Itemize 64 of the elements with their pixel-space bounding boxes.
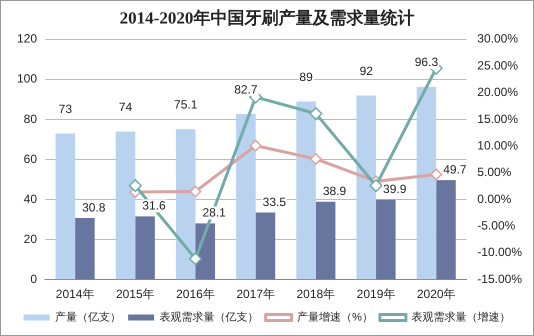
x-tick-label: 2019年 xyxy=(356,287,396,302)
y2-tick-label: 30.00% xyxy=(477,32,518,46)
point xyxy=(369,179,383,192)
data-label: 30.8 xyxy=(82,200,106,214)
data-label: 74 xyxy=(118,100,133,114)
point xyxy=(190,186,202,198)
x-tick-label: 2018年 xyxy=(296,287,336,302)
y-tick-label: 0 xyxy=(30,272,38,286)
data-label: 49.7 xyxy=(443,162,467,176)
y-tick-label: 120 xyxy=(16,32,38,46)
bar xyxy=(376,200,396,280)
y2-tick-label: 15.00% xyxy=(477,112,518,126)
y-tick-label: 40 xyxy=(24,192,38,206)
point xyxy=(430,168,442,180)
y2-tick-label: 25.00% xyxy=(477,58,518,72)
data-label: 38.9 xyxy=(322,184,347,198)
y-tick-label: 80 xyxy=(24,112,38,126)
point xyxy=(128,179,142,192)
y2-tick-label: 10.00% xyxy=(477,138,518,152)
data-label: 31.6 xyxy=(142,198,166,213)
legend-label: 产量增速（%） xyxy=(297,310,373,324)
y2-tick-label: -15.00% xyxy=(477,272,522,286)
y2-tick-label: -5.00% xyxy=(477,218,516,233)
bar xyxy=(436,180,456,280)
bar xyxy=(416,86,436,280)
data-label: 75.1 xyxy=(174,98,198,112)
bar xyxy=(236,114,256,280)
y-tick-label: 20 xyxy=(24,232,38,246)
bar xyxy=(75,218,95,280)
legend-label: 表观需求量（亿支） xyxy=(160,310,259,324)
x-tick-label: 2016年 xyxy=(176,287,215,302)
bar xyxy=(256,212,276,280)
data-label: 28.1 xyxy=(202,206,226,220)
y2-tick-label: -10.00% xyxy=(477,245,522,260)
chart-title: 2014-2020年中国牙刷产量及需求量统计 xyxy=(120,8,414,28)
data-label: 33.5 xyxy=(262,194,286,209)
bar xyxy=(316,202,336,280)
point xyxy=(188,252,202,266)
y2-tick-label: 20.00% xyxy=(477,85,518,100)
y2-tick-label: 5.00% xyxy=(477,165,512,180)
x-tick-label: 2017年 xyxy=(236,287,276,302)
legend-label: 产量（亿支） xyxy=(55,310,122,324)
x-tick-label: 2020年 xyxy=(416,287,456,302)
data-label: 92 xyxy=(360,64,374,78)
bar xyxy=(116,131,136,280)
legend-label: 表观需求量（增速） xyxy=(411,310,510,324)
data-label: 96.3 xyxy=(414,55,438,70)
data-label: 39.9 xyxy=(383,182,407,196)
point xyxy=(309,107,322,120)
bar xyxy=(135,216,155,280)
data-label: 89 xyxy=(299,70,314,84)
point xyxy=(250,140,262,152)
bar xyxy=(296,101,316,280)
x-tick-label: 2014年 xyxy=(56,287,94,302)
data-label: 82.7 xyxy=(234,82,258,96)
bar xyxy=(356,95,376,280)
y2-tick-label: 0.00% xyxy=(477,192,512,206)
point xyxy=(310,153,322,165)
bar xyxy=(176,129,196,280)
data-label: 73 xyxy=(58,102,72,116)
bar xyxy=(56,133,76,280)
y-tick-label: 100 xyxy=(16,72,38,86)
y-tick-label: 60 xyxy=(24,152,38,166)
x-tick-label: 2015年 xyxy=(116,287,155,302)
